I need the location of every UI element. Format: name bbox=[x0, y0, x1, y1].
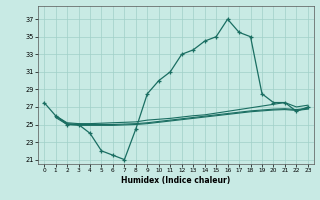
X-axis label: Humidex (Indice chaleur): Humidex (Indice chaleur) bbox=[121, 176, 231, 185]
